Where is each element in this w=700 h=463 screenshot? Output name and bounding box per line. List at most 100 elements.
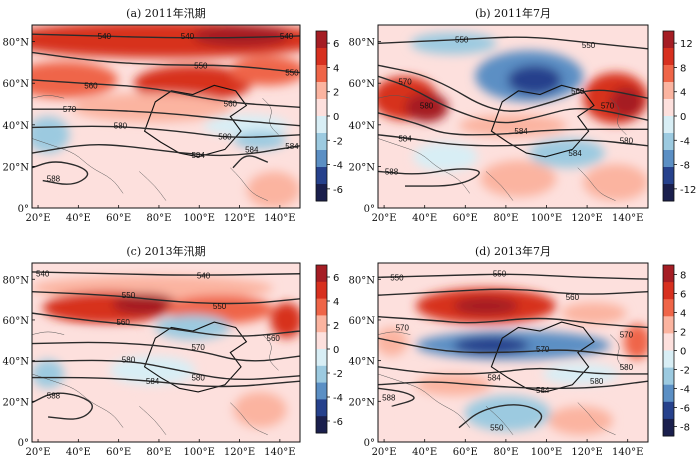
contour-label: 540 xyxy=(98,32,112,41)
x-tick-label: 20°E xyxy=(26,447,51,458)
colorbar-tick-label: -2 xyxy=(333,136,343,147)
contour-line xyxy=(378,112,648,136)
colorbar-swatch xyxy=(316,332,327,350)
anomaly-field: 540 540 550 550 560 560 570 580 580 584 588 xyxy=(32,263,300,442)
x-tick-label: 40°E xyxy=(412,213,437,224)
contour-label: 584 xyxy=(146,377,160,386)
colorbar: 8 6 4 2 0 -2 -4 -6 -8 xyxy=(662,264,690,437)
y-tick-label: 60°N xyxy=(3,79,30,90)
contour-label: 584 xyxy=(245,145,259,154)
y-tick-label: 40°N xyxy=(349,357,376,368)
colorbar-tick-label: 6 xyxy=(333,39,339,50)
contour-line xyxy=(32,359,300,381)
colorbar-swatch xyxy=(316,31,327,49)
contour-line xyxy=(232,155,269,169)
coastlines xyxy=(32,95,279,201)
contour-line xyxy=(32,271,300,276)
colorbar-swatch xyxy=(316,65,327,83)
map-panel-4: (d) 2013年7月 550 550 560 570 570 570 580 584 584 58… xyxy=(349,244,690,458)
contour-line xyxy=(32,161,89,185)
contour-label: 584 xyxy=(191,151,205,160)
map-frame xyxy=(31,24,301,209)
contour-label: 560 xyxy=(571,87,585,96)
contour-label: 588 xyxy=(47,175,61,184)
colorbar-tick-label: 8 xyxy=(680,271,686,282)
contour-label: 560 xyxy=(566,293,580,302)
y-tick-label: 20°N xyxy=(349,162,376,173)
x-tick-label: 40°E xyxy=(66,213,91,224)
map-panel-1: (a) 2011年汛期 540 540 540 550 550 560 560 570 580 58… xyxy=(3,6,343,224)
map-frame xyxy=(31,262,301,443)
colorbar-swatch xyxy=(663,316,674,334)
contour-label: 540 xyxy=(181,32,195,41)
contour-label: 580 xyxy=(191,374,205,383)
contour-label: 540 xyxy=(36,270,50,279)
colorbar-swatch xyxy=(663,184,674,202)
panel-title: (b) 2011年7月 xyxy=(475,6,551,20)
y-tick-label: 0° xyxy=(364,204,375,215)
contour-label: 570 xyxy=(620,331,634,340)
colorbar-swatch xyxy=(663,367,674,386)
contour-label: 540 xyxy=(280,32,294,41)
colorbar-tick-label: -4 xyxy=(333,161,343,172)
y-tick-label: 0° xyxy=(18,204,29,215)
contour-label: 584 xyxy=(398,134,412,143)
contour-label: 584 xyxy=(568,149,582,158)
map-frame xyxy=(377,262,649,443)
contour-label: 588 xyxy=(47,391,61,400)
x-tick-label: 100°E xyxy=(184,213,215,224)
x-tick-label: 40°E xyxy=(412,447,437,458)
x-tick-label: 120°E xyxy=(224,213,255,224)
contour-label: 550 xyxy=(582,41,596,50)
colorbar-tick-label: -8 xyxy=(680,161,690,172)
colorbar-tick-label: 2 xyxy=(333,88,339,99)
colorbar-swatch xyxy=(316,167,327,185)
colorbar-swatch xyxy=(316,349,327,367)
china-border xyxy=(490,321,595,393)
contour-label: 560 xyxy=(224,100,238,109)
y-tick-label: 0° xyxy=(18,438,29,449)
contour-label: 540 xyxy=(197,272,211,281)
colorbar-swatch xyxy=(663,418,674,437)
colorbar: 6 4 2 0 -2 -4 -6 xyxy=(315,30,343,202)
contour-label: 570 xyxy=(63,105,77,114)
y-tick-label: 0° xyxy=(364,438,375,449)
colorbar-tick-label: 4 xyxy=(680,309,686,320)
colorbar-tick-label: 0 xyxy=(680,347,686,358)
colorbar-swatch xyxy=(316,382,327,400)
colorbar-tick-label: -12 xyxy=(680,185,696,196)
contour-label: 570 xyxy=(601,102,615,111)
geopotential-contours: 550 550 560 570 570 570 580 584 584 580 588 550 xyxy=(378,270,648,433)
contour-line xyxy=(378,288,648,296)
anomaly-field: 550 550 560 570 570 580 584 584 580 584 588 xyxy=(378,25,648,208)
x-tick-label: 120°E xyxy=(571,213,602,224)
y-tick-label: 20°N xyxy=(3,397,30,408)
contour-label: 580 xyxy=(590,377,604,386)
colorbar-tick-label: 8 xyxy=(680,63,686,74)
contour-label: 550 xyxy=(493,270,507,279)
colorbar-swatch xyxy=(663,82,674,100)
colorbar-tick-label: -2 xyxy=(333,369,343,380)
y-tick-label: 20°N xyxy=(3,162,30,173)
colorbar-swatch xyxy=(316,265,327,283)
contour-line xyxy=(378,36,648,50)
x-tick-label: 60°E xyxy=(453,447,478,458)
contour-label: 580 xyxy=(122,356,136,365)
contour-line xyxy=(378,64,648,112)
y-tick-label: 80°N xyxy=(3,275,30,286)
contour-line xyxy=(378,273,648,280)
coastlines xyxy=(378,95,627,201)
contour-label: 580 xyxy=(620,136,634,145)
contour-label: 570 xyxy=(191,343,205,352)
contour-label: 570 xyxy=(396,323,410,332)
colorbar-tick-label: 0 xyxy=(333,112,339,123)
colorbar-tick-label: -4 xyxy=(333,393,343,404)
x-tick-label: 100°E xyxy=(531,447,562,458)
y-tick-label: 40°N xyxy=(349,121,376,132)
contour-line xyxy=(378,387,415,407)
x-tick-label: 100°E xyxy=(184,447,215,458)
contour-label: 588 xyxy=(382,393,396,402)
contour-label: 580 xyxy=(114,122,128,131)
x-tick-label: 20°E xyxy=(26,213,51,224)
